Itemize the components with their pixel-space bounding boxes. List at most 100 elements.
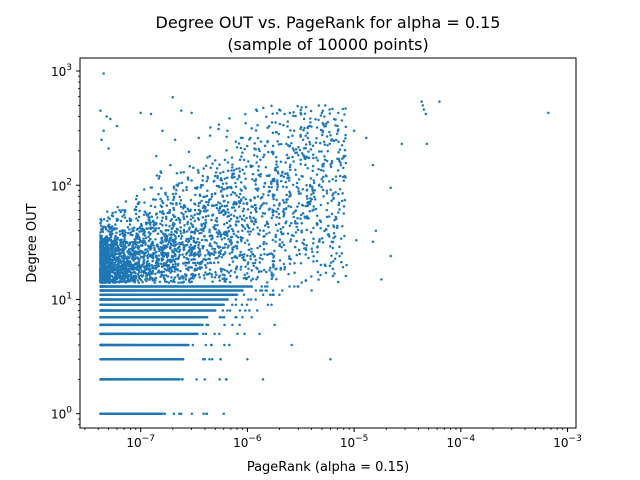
data-point bbox=[220, 186, 224, 189]
data-point bbox=[339, 237, 343, 240]
data-point bbox=[131, 244, 134, 248]
data-point bbox=[138, 277, 142, 281]
data-point bbox=[331, 246, 335, 250]
data-point bbox=[170, 230, 173, 234]
data-point bbox=[330, 161, 334, 165]
data-point bbox=[304, 253, 307, 256]
data-point bbox=[303, 112, 307, 116]
data-point bbox=[228, 117, 231, 120]
data-point bbox=[145, 275, 148, 278]
data-point bbox=[226, 161, 230, 164]
data-point bbox=[312, 260, 315, 263]
data-point bbox=[147, 244, 150, 248]
data-point bbox=[196, 332, 199, 336]
data-point bbox=[303, 155, 307, 159]
data-point bbox=[271, 208, 274, 212]
data-point bbox=[338, 188, 342, 191]
data-point bbox=[135, 217, 138, 220]
data-point bbox=[224, 378, 228, 381]
data-point bbox=[225, 194, 229, 198]
data-point bbox=[314, 141, 318, 144]
data-point bbox=[114, 210, 117, 214]
data-point bbox=[249, 216, 252, 220]
data-point bbox=[184, 264, 187, 267]
data-point bbox=[146, 256, 150, 260]
data-point bbox=[316, 245, 319, 248]
data-point bbox=[199, 209, 202, 213]
data-point bbox=[301, 138, 305, 141]
data-point bbox=[327, 215, 331, 218]
data-point bbox=[317, 118, 320, 122]
data-point bbox=[225, 135, 228, 138]
data-point bbox=[159, 197, 162, 201]
data-point bbox=[202, 274, 206, 277]
data-point bbox=[111, 225, 114, 228]
data-point bbox=[286, 125, 289, 128]
data-point bbox=[337, 111, 340, 115]
data-point bbox=[256, 189, 259, 192]
data-point bbox=[223, 177, 227, 180]
data-point bbox=[266, 281, 269, 284]
data-point bbox=[248, 138, 251, 141]
data-point bbox=[308, 124, 311, 128]
data-point bbox=[198, 267, 202, 271]
data-point bbox=[126, 241, 129, 244]
data-point bbox=[279, 142, 283, 146]
data-point bbox=[283, 112, 286, 116]
data-point bbox=[249, 254, 252, 258]
data-point bbox=[124, 200, 128, 203]
data-point bbox=[168, 225, 171, 228]
data-point bbox=[217, 127, 220, 131]
data-point bbox=[177, 281, 180, 285]
data-point bbox=[315, 126, 319, 129]
data-point bbox=[275, 278, 278, 281]
data-point bbox=[325, 228, 328, 231]
data-point bbox=[344, 125, 348, 129]
data-point bbox=[141, 274, 145, 277]
data-point bbox=[274, 166, 277, 170]
data-point bbox=[240, 181, 243, 184]
data-point bbox=[126, 225, 130, 229]
data-point bbox=[171, 192, 175, 196]
data-point bbox=[276, 179, 279, 182]
data-point bbox=[294, 231, 298, 234]
data-point bbox=[218, 315, 222, 319]
data-point bbox=[238, 167, 241, 170]
data-point bbox=[160, 219, 164, 223]
data-point bbox=[172, 198, 175, 202]
data-point bbox=[178, 253, 181, 257]
data-point bbox=[233, 255, 236, 259]
data-point bbox=[330, 199, 333, 203]
data-point bbox=[124, 233, 127, 237]
data-point bbox=[281, 289, 284, 292]
data-point bbox=[142, 213, 146, 216]
data-point bbox=[249, 199, 252, 203]
data-point bbox=[227, 238, 230, 241]
data-point bbox=[342, 212, 346, 215]
data-point bbox=[338, 148, 342, 151]
data-point bbox=[131, 233, 134, 237]
data-point bbox=[133, 208, 136, 212]
data-point bbox=[247, 267, 250, 271]
data-point bbox=[222, 188, 226, 191]
data-point bbox=[259, 140, 263, 143]
data-point bbox=[225, 221, 229, 225]
data-point bbox=[214, 256, 217, 260]
data-point bbox=[317, 240, 321, 243]
data-point bbox=[294, 148, 298, 151]
data-point bbox=[185, 267, 188, 271]
data-point bbox=[275, 210, 278, 213]
data-point bbox=[198, 193, 202, 196]
data-point bbox=[203, 195, 207, 198]
data-point bbox=[139, 227, 142, 230]
data-point bbox=[107, 247, 110, 250]
data-point bbox=[183, 223, 186, 227]
data-point bbox=[279, 109, 282, 112]
data-point bbox=[309, 231, 313, 234]
data-point bbox=[213, 250, 216, 253]
data-point bbox=[312, 179, 316, 182]
data-point bbox=[172, 195, 176, 198]
data-point bbox=[252, 264, 256, 268]
data-point bbox=[262, 201, 266, 205]
data-point bbox=[276, 207, 280, 211]
